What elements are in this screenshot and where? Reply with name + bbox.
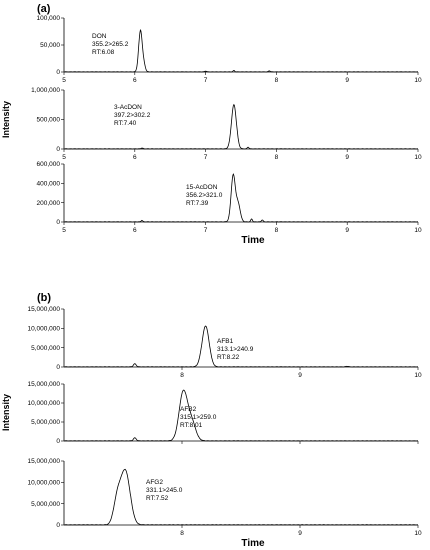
x-tick-label: 9 [298,530,302,537]
peak-annotation: RT:8.01 [180,422,203,429]
peak-annotation: 397.2>302.2 [114,112,151,119]
y-tick-label: 400,000 [37,181,61,188]
y-axis-label: Intensity [1,394,11,431]
chart-panels: 0 50,000 100,000 5 6 7 8 9 10 DON355.2>265.2RT:6.… [1,15,422,549]
x-tick-label: 9 [298,372,302,379]
y-tick-label: 5,000,000 [31,419,60,426]
y-tick-label: 0 [56,364,60,371]
x-tick-label: 9 [345,227,349,234]
x-tick-label: 6 [133,77,137,84]
x-tick-label: 6 [133,154,137,161]
y-tick-label: 10,000,000 [27,400,60,407]
y-tick-label: 0 [56,219,60,226]
x-axis-label: Time [241,235,265,246]
peak-annotation: 3-AcDON [114,104,142,111]
y-tick-label: 100,000 [37,15,61,22]
peak-annotation: AFB2 [180,406,197,413]
x-tick-label: 8 [275,227,279,234]
y-tick-label: 0 [56,69,60,76]
chromatogram-trace [63,389,418,442]
chromatogram-trace [63,468,418,526]
panel-b-label: (b) [37,292,51,304]
y-tick-label: 600,000 [37,161,61,168]
y-tick-label: 15,000,000 [27,306,60,313]
peak-annotation: 313.1>240.9 [217,346,254,353]
x-tick-label: 10 [414,154,422,161]
peak-annotation: RT:8.22 [217,354,240,361]
peak-annotation: 355.2>265.2 [92,41,129,48]
y-tick-label: 5,000,000 [31,501,60,508]
y-tick-label: 0 [56,146,60,153]
x-tick-label: 7 [204,227,208,234]
y-tick-label: 15,000,000 [27,458,60,465]
peak-annotation: AFG2 [146,479,163,486]
x-tick-label: 6 [133,227,137,234]
x-tick-label: 10 [414,77,422,84]
x-tick-label: 7 [204,154,208,161]
chart-panel: 0 500,000 1,000,000 5 6 7 8 9 10 3-AcDON397.2>302… [1,87,422,161]
x-tick-label: 8 [180,372,184,379]
x-tick-label: 9 [345,154,349,161]
x-tick-label: 8 [275,154,279,161]
chromatogram-trace [63,173,418,223]
x-tick-label: 7 [204,77,208,84]
y-tick-label: 5,000,000 [31,345,60,352]
y-tick-label: 10,000,000 [27,326,60,333]
y-tick-label: 0 [56,522,60,529]
x-tick-label: 10 [414,372,422,379]
chart-panel: 0 5,000,000 10,000,000 15,000,000 8 9 10 AFB131… [27,306,422,379]
y-tick-label: 15,000,000 [27,381,60,388]
peak-annotation: RT:7.52 [146,495,169,502]
x-tick-label: 5 [62,154,66,161]
y-tick-label: 1,000,000 [31,87,60,94]
x-tick-label: 8 [275,77,279,84]
x-tick-label: 8 [180,530,184,537]
peak-annotation: 15-AcDON [186,184,218,191]
x-tick-label: 5 [62,227,66,234]
peak-annotation: 356.2>321.0 [186,192,223,199]
chromatogram-trace [63,325,418,368]
chart-panel: 0 50,000 100,000 5 6 7 8 9 10 DON355.2>265.2RT:6.… [37,15,422,84]
y-tick-label: 0 [56,438,60,445]
peak-annotation: AFB1 [217,338,234,345]
peak-annotation: 315.1>259.0 [180,414,217,421]
peak-annotation: 331.1>245.0 [146,487,183,494]
peak-annotation: RT:7.40 [114,120,137,127]
y-tick-label: 500,000 [37,117,61,124]
chromatogram-trace [63,29,418,73]
x-axis-label: Time [241,538,265,549]
chart-panel: 0 5,000,000 10,000,000 15,000,000 AFB2315.1>… [1,381,419,445]
y-tick-label: 10,000,000 [27,480,60,487]
panel-a-label: (a) [37,3,51,15]
x-tick-label: 9 [345,77,349,84]
peak-annotation: RT:6.08 [92,49,115,56]
peak-annotation: RT:7.39 [186,200,209,207]
x-tick-label: 10 [414,227,422,234]
chromatogram-trace [63,103,418,150]
x-tick-label: 5 [62,77,66,84]
x-tick-label: 10 [414,530,422,537]
y-axis-label: Intensity [1,101,11,138]
chart-panel: 0 5,000,000 10,000,000 15,000,000 8 9 10 AFG233… [27,458,422,549]
y-tick-label: 50,000 [40,42,60,49]
y-tick-label: 200,000 [37,200,61,207]
chart-panel: 0 200,000 400,000 600,000 5 6 7 8 9 10 15-AcDON356… [37,161,422,246]
peak-annotation: DON [92,33,107,40]
